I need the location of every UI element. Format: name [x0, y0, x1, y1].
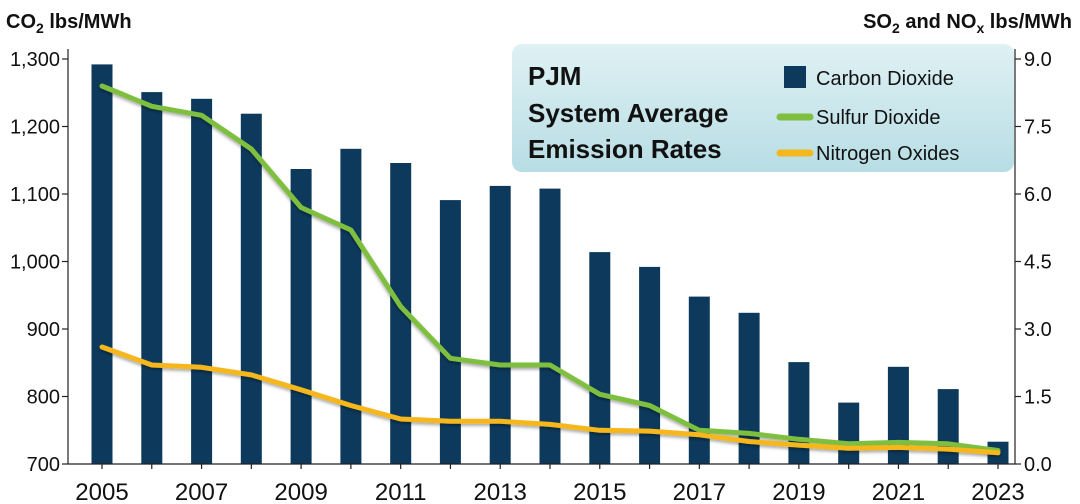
right-tick-label: 9.0	[1024, 49, 1052, 71]
bar-carbon-dioxide-2010	[340, 148, 362, 465]
x-tick-label: 2017	[673, 479, 726, 504]
bar-carbon-dioxide-2014	[539, 188, 561, 464]
line-sulfur-dioxide	[99, 83, 1001, 453]
x-tick-label: 2019	[772, 479, 825, 504]
chart-title-line-3: Emission Rates	[528, 134, 722, 164]
bar-carbon-dioxide-2018	[738, 312, 760, 464]
bar-carbon-dioxide-2021	[887, 366, 909, 464]
bar-carbon-dioxide-2012	[439, 200, 461, 464]
bar-carbon-dioxide-2020	[838, 402, 860, 464]
x-tick-label: 2021	[872, 479, 925, 504]
left-tick-label: 1,100	[10, 184, 60, 206]
legend-swatch-carbon-dioxide	[784, 66, 806, 88]
x-tick-label: 2007	[175, 479, 228, 504]
chart-title-line-1: PJM	[528, 61, 581, 91]
bar-carbon-dioxide-2013	[489, 185, 511, 464]
bar-carbon-dioxide-2015	[589, 252, 611, 464]
axes: 700 800 900 1,000 1,100 1,200 1,300 0.0 1.5 3.0 4.…	[10, 49, 1052, 504]
left-tick-label: 900	[27, 319, 60, 341]
right-tick-label: 3.0	[1024, 319, 1052, 341]
bar-carbon-dioxide-2011	[390, 163, 412, 464]
left-tick-label: 1,300	[10, 49, 60, 71]
left-tick-label: 800	[27, 387, 60, 409]
x-tick-label: 2005	[75, 479, 128, 504]
bar-carbon-dioxide-2019	[788, 362, 810, 464]
legend-label-sulfur-dioxide: Sulfur Dioxide	[816, 107, 941, 129]
bar-carbon-dioxide-2006	[141, 92, 163, 464]
x-tick-label: 2015	[573, 479, 626, 504]
bar-carbon-dioxide-2017	[688, 296, 710, 464]
bar-carbon-dioxide-2022	[937, 389, 959, 464]
right-tick-label: 1.5	[1024, 387, 1052, 409]
left-tick-label: 1,000	[10, 252, 60, 274]
emission-lines	[99, 83, 1001, 456]
chart-title-line-2: System Average	[528, 98, 728, 128]
x-tick-label: 2023	[971, 479, 1024, 504]
x-tick-label: 2013	[474, 479, 527, 504]
bar-carbon-dioxide-2008	[240, 113, 262, 464]
legend-label-nitrogen-oxides: Nitrogen Oxides	[816, 143, 959, 165]
right-axis-title: SO2 and NOx lbs/MWh	[863, 11, 1072, 36]
left-tick-label: 1,200	[10, 117, 60, 139]
right-tick-label: 6.0	[1024, 184, 1052, 206]
legend: PJM System Average Emission Rates Carbon…	[512, 44, 1014, 172]
right-tick-label: 7.5	[1024, 117, 1052, 139]
right-tick-label: 0.0	[1024, 454, 1052, 476]
legend-panel	[512, 44, 1014, 172]
bar-carbon-dioxide-2007	[191, 98, 213, 465]
x-tick-label: 2011	[375, 479, 427, 504]
left-tick-label: 700	[27, 454, 60, 476]
right-tick-label: 4.5	[1024, 252, 1052, 274]
line-nitrogen-oxides	[99, 344, 1001, 456]
bar-carbon-dioxide-2005	[91, 64, 113, 465]
left-axis-title: CO2 lbs/MWh	[6, 11, 132, 36]
legend-label-carbon-dioxide: Carbon Dioxide	[816, 68, 954, 90]
x-tick-label: 2009	[274, 479, 327, 504]
bar-carbon-dioxide-2016	[639, 266, 661, 464]
